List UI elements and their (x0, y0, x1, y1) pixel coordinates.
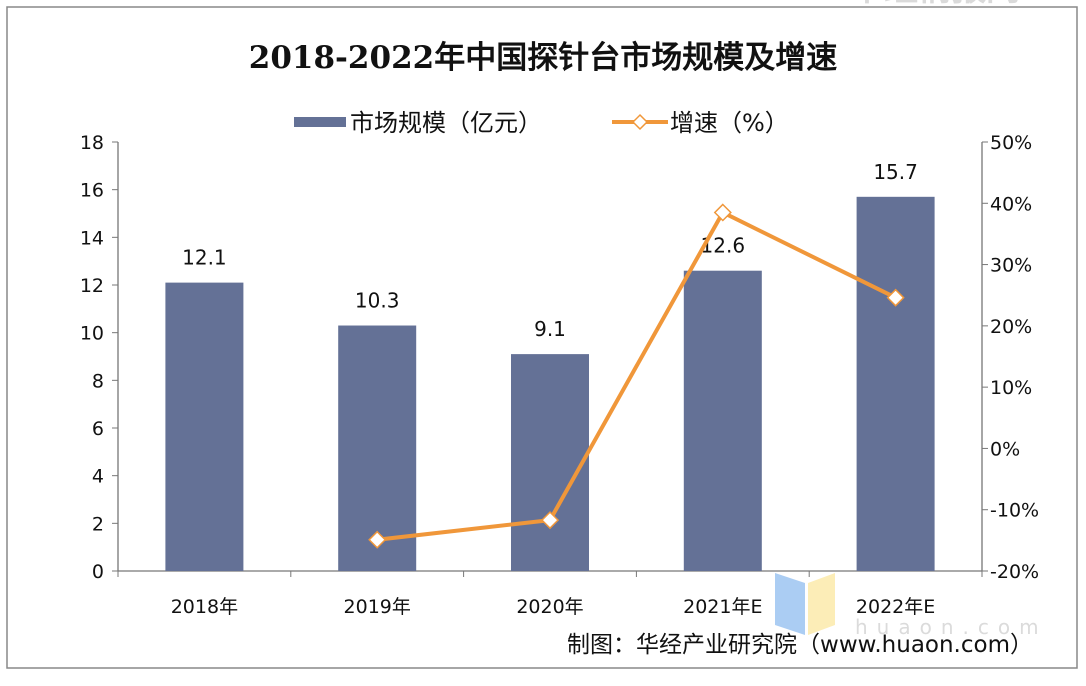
left-tick-label: 14 (80, 227, 104, 249)
legend-line-label: 增速（%） (670, 109, 789, 137)
growth-point-marker (368, 530, 387, 549)
right-tick-label: 30% (990, 255, 1032, 277)
watermark-logo-blue (775, 573, 805, 635)
growth-point-marker (540, 511, 560, 530)
legend-bar-swatch (294, 117, 346, 127)
right-tick-label: 10% (990, 377, 1032, 399)
axes: 0 2 4 6 8 10 12 14 16 18 -20% -10% 0% 10% 20% 30% 40% 50%… (80, 132, 1039, 618)
right-tick-label: -20% (990, 561, 1039, 583)
bar-data-label: 9.1 (534, 317, 566, 341)
right-tick-label: 0% (990, 438, 1020, 460)
growth-point-marker (886, 288, 905, 307)
x-tick-label: 2020年 (516, 596, 583, 618)
bar (683, 270, 762, 571)
chart-title: 2018-2022年中国探针台市场规模及增速 (249, 40, 837, 76)
legend-diamond-marker (631, 113, 649, 131)
right-tick-label: 50% (990, 132, 1032, 154)
watermark-text: 华经情报网 (850, 0, 1020, 9)
watermark-sub: huaon.com (855, 615, 1048, 639)
bar (338, 325, 417, 571)
bar-data-label: 10.3 (355, 289, 400, 313)
right-tick-label: 40% (990, 193, 1032, 215)
left-tick-label: 12 (80, 275, 104, 297)
x-tick-label: 2022年E (856, 596, 935, 618)
bar-data-label: 12.1 (182, 246, 227, 270)
bar (511, 354, 589, 571)
watermark-logo-yellow (808, 573, 835, 635)
growth-line-path (376, 210, 897, 542)
left-tick-label: 6 (92, 418, 104, 440)
bar (165, 282, 244, 571)
left-tick-label: 0 (92, 561, 104, 583)
source-note: 制图：华经产业研究院（www.huaon.com） (567, 632, 1033, 658)
growth-point-marker (713, 203, 732, 222)
x-tick-label: 2019年 (344, 596, 411, 618)
left-tick-label: 18 (80, 132, 104, 154)
left-tick-label: 2 (92, 513, 104, 535)
right-tick-label: 20% (990, 316, 1032, 338)
left-tick-label: 16 (80, 180, 104, 202)
left-tick-label: 10 (80, 323, 104, 345)
legend-bar-label: 市场规模（亿元） (350, 109, 542, 137)
right-tick-label: -10% (990, 500, 1039, 522)
left-tick-label: 8 (92, 370, 104, 392)
legend: 市场规模（亿元） 增速（%） (294, 109, 789, 137)
x-tick-label: 2018年 (171, 596, 238, 618)
watermark: 华经情报网 huaon.com (775, 0, 1048, 639)
left-tick-label: 4 (92, 466, 104, 488)
bar-data-label: 15.7 (873, 160, 918, 184)
bar (856, 196, 935, 572)
growth-line (368, 203, 905, 549)
x-tick-label: 2021年E (683, 596, 762, 618)
bars: 12.110.39.112.615.7 (165, 160, 935, 572)
